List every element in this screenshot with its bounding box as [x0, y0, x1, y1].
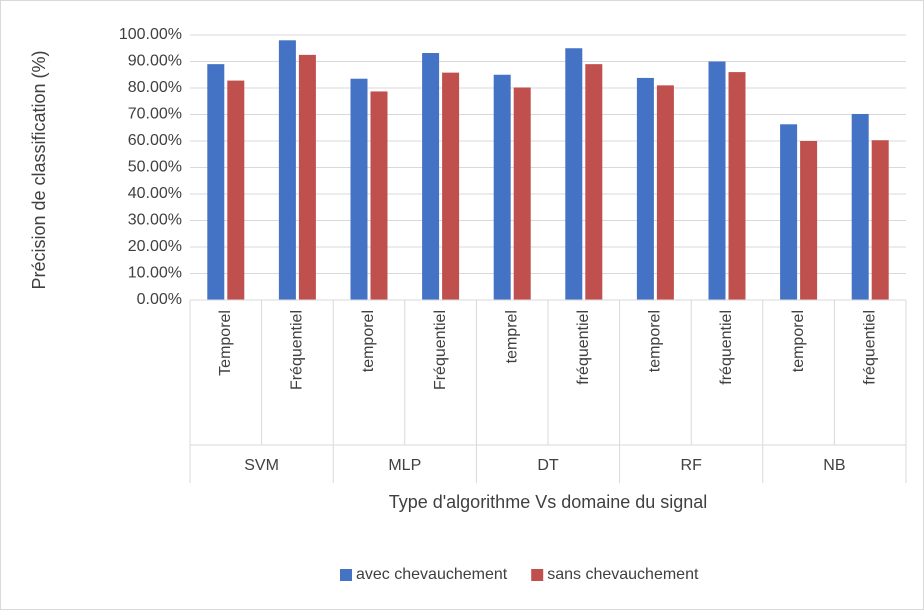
x-tick-label: temporel: [647, 310, 664, 372]
y-tick-label: 90.00%: [128, 53, 182, 70]
y-tick-label: 20.00%: [128, 238, 182, 255]
group-label: RF: [681, 457, 703, 474]
group-label: NB: [823, 457, 845, 474]
y-tick-label: 30.00%: [128, 212, 182, 229]
y-axis-title: Précision de classification (%): [29, 50, 49, 289]
bar: [565, 48, 583, 300]
bar: [708, 61, 726, 300]
group-label: MLP: [388, 457, 421, 474]
legend-swatch: [531, 569, 544, 581]
legend-swatch: [340, 569, 352, 581]
group-label: SVM: [244, 457, 279, 474]
bar: [851, 113, 869, 300]
legend-label: sans chevauchement: [547, 566, 699, 583]
x-axis-title: Type d'algorithme Vs domaine du signal: [389, 492, 708, 512]
bar: [871, 140, 889, 300]
x-tick-label: temporel: [360, 310, 377, 372]
y-tick-label: 60.00%: [128, 132, 182, 149]
y-tick-label: 0.00%: [137, 291, 182, 308]
x-tick-label: fréquentiel: [718, 310, 735, 385]
x-tick-label: temporel: [790, 310, 807, 372]
y-tick-label: 40.00%: [128, 185, 182, 202]
x-tick-label: temprel: [503, 310, 520, 363]
bar: [298, 54, 316, 300]
bar: [207, 64, 225, 301]
bar: [350, 78, 368, 300]
x-tick-label: Fréquentiel: [289, 310, 306, 390]
y-tick-label: 70.00%: [128, 106, 182, 123]
y-tick-label: 100.00%: [119, 26, 182, 43]
x-tick-label: fréquentiel: [861, 310, 878, 385]
x-tick-label: fréquentiel: [575, 310, 592, 385]
bar: [278, 40, 296, 301]
bar: [585, 64, 603, 301]
y-tick-label: 10.00%: [128, 265, 182, 282]
bar: [636, 77, 654, 301]
bar: [656, 85, 674, 300]
bar: [513, 87, 531, 300]
bar: [442, 72, 460, 300]
legend-label: avec chevauchement: [356, 566, 508, 583]
bar: [800, 141, 818, 300]
group-label: DT: [537, 457, 559, 474]
bar: [422, 53, 440, 300]
x-tick-label: Fréquentiel: [432, 310, 449, 390]
bar: [370, 91, 388, 300]
bar: [493, 74, 511, 300]
y-tick-label: 80.00%: [128, 79, 182, 96]
bar: [728, 72, 746, 300]
bar: [780, 124, 798, 301]
x-tick-label: Temporel: [217, 310, 234, 376]
bar: [227, 80, 245, 300]
y-tick-label: 50.00%: [128, 159, 182, 176]
